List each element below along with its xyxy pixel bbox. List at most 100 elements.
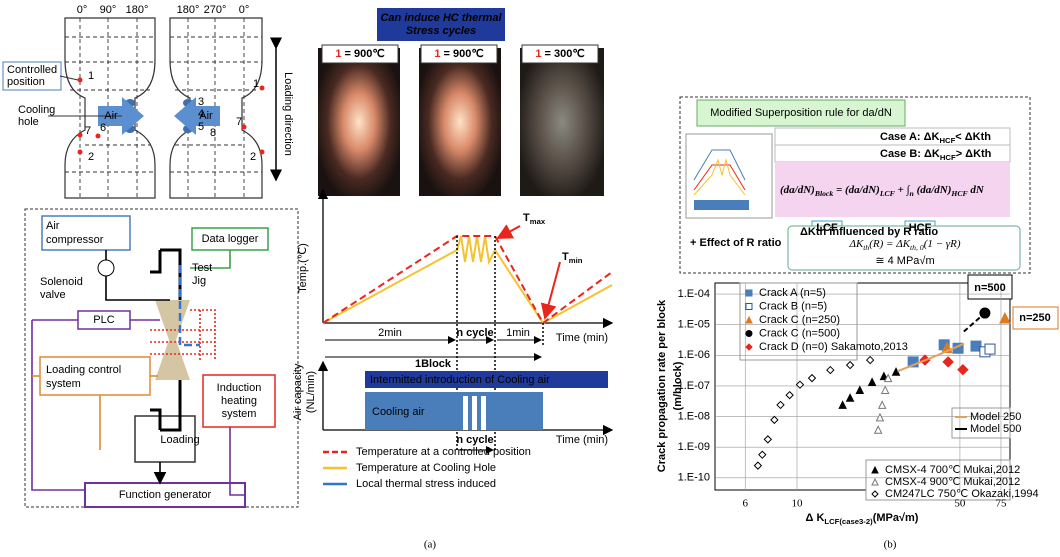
figure: 0°90°180°180°270°0°ControlledpositionCoo… bbox=[0, 0, 1060, 557]
formula-part: (1 − γR) bbox=[924, 238, 961, 250]
photo bbox=[520, 48, 604, 196]
formula-part: ΔK bbox=[848, 238, 863, 250]
legend-label: Crack D (n=0) Sakamoto,2013 bbox=[759, 341, 908, 353]
photo-label: 1 = 300℃ bbox=[535, 48, 584, 60]
rule-title: Modified Superposition rule for da/dN bbox=[710, 107, 892, 119]
measurement-point bbox=[78, 133, 83, 138]
valve bbox=[98, 260, 114, 276]
formula-label: + Effect of R ratio bbox=[690, 237, 782, 249]
case-label-part: Case A: ΔK bbox=[880, 131, 940, 143]
banner-text: Intermitted introduction of Cooling air bbox=[370, 374, 550, 386]
legend-label: Local thermal stress induced bbox=[356, 478, 496, 490]
formula: ≅ 4 MPa√m bbox=[875, 255, 934, 267]
photo-label: 1 = 900℃ bbox=[434, 48, 483, 60]
label: Cooling bbox=[18, 104, 55, 116]
box-label: Data logger bbox=[202, 233, 259, 245]
legend-label: Temperature at Cooling Hole bbox=[356, 462, 496, 474]
data-point bbox=[985, 344, 995, 354]
legend-swatch bbox=[323, 452, 347, 484]
x-tick-label: 10 bbox=[791, 498, 803, 510]
x-axis-label-part: Δ K bbox=[806, 512, 825, 524]
connector bbox=[32, 320, 85, 490]
photo-label: 1 = 900℃ bbox=[335, 48, 384, 60]
annotation: n=250 bbox=[1019, 312, 1051, 324]
case-label-subscript: HCF bbox=[939, 136, 955, 145]
box-label: system bbox=[46, 378, 81, 390]
banner-text: Stress cycles bbox=[406, 25, 476, 37]
y-tick-label: 1.E-04 bbox=[678, 288, 710, 300]
point-label: 2 bbox=[88, 151, 94, 163]
measurement-point bbox=[78, 78, 83, 83]
y-tick-label: 1.E-06 bbox=[678, 349, 710, 361]
legend-label: CM247LC 750℃ Okazaki,1994 bbox=[885, 488, 1039, 500]
label: hole bbox=[18, 116, 39, 128]
axis-label: (NL/min) bbox=[305, 371, 317, 413]
legend-label: Model 500 bbox=[970, 423, 1021, 435]
measurement-point bbox=[260, 150, 265, 155]
case-label-part: Case B: ΔK bbox=[880, 148, 940, 160]
label: Loading direction bbox=[282, 72, 294, 156]
legend-label: Crack A (n=5) bbox=[759, 287, 826, 299]
angle-label: 90° bbox=[100, 4, 117, 16]
x-axis-label: Δ KLCF(case3-2)(MPa√m) bbox=[806, 512, 919, 526]
label: valve bbox=[40, 289, 66, 301]
formula-part: (da/dN) bbox=[914, 184, 952, 196]
case-label-part: > ΔKth bbox=[956, 148, 992, 160]
point-label: 5 bbox=[198, 121, 204, 133]
photo bbox=[318, 48, 604, 196]
callout-arrow bbox=[545, 262, 560, 318]
label: Test bbox=[192, 262, 212, 274]
annotation: n=500 bbox=[974, 282, 1006, 294]
box-label: compressor bbox=[46, 234, 104, 246]
legend-label: Crack B (n=5) bbox=[759, 300, 827, 312]
area-label: Cooling air bbox=[372, 406, 425, 418]
angle-label: 0° bbox=[239, 4, 250, 16]
y-tick-label: 1.E-05 bbox=[678, 319, 710, 331]
legend-label: CMSX-4 900℃ Mukai,2012 bbox=[885, 476, 1020, 488]
box-label: Function generator bbox=[119, 489, 212, 501]
axis-label: Air capacity bbox=[292, 363, 304, 420]
y-tick-label: 1.E-10 bbox=[678, 472, 710, 484]
specimen bbox=[155, 300, 190, 380]
cooling-gap bbox=[463, 396, 486, 430]
box-label: PLC bbox=[93, 314, 114, 326]
formula-subscript: Block bbox=[814, 189, 834, 198]
callout: Tmin bbox=[562, 251, 583, 265]
inset-graph bbox=[686, 134, 772, 218]
y-tick-label: 1.E-09 bbox=[678, 441, 710, 453]
box-label: Loading bbox=[160, 434, 199, 446]
measurement-point bbox=[96, 134, 101, 139]
leader-line bbox=[60, 76, 78, 80]
schematic-curve bbox=[323, 236, 612, 323]
air-label: Air bbox=[104, 110, 118, 122]
formula-part: (R) = ΔK bbox=[869, 238, 910, 250]
x-tick-label: 6 bbox=[743, 498, 749, 510]
duration-label: 1Block bbox=[415, 358, 452, 370]
legend-label: Crack C (n=250) bbox=[759, 314, 840, 326]
point-label: 6 bbox=[100, 122, 106, 134]
box-label: Air bbox=[46, 220, 60, 232]
photo-temperature: = 300℃ bbox=[541, 48, 584, 60]
formula-part: (da/dN) bbox=[780, 184, 815, 196]
formula-subscript: th, 0 bbox=[910, 243, 924, 252]
connector bbox=[190, 310, 215, 360]
angle-label: 0° bbox=[77, 4, 88, 16]
duration-label: n cycle bbox=[456, 434, 493, 446]
legend-swatch bbox=[746, 304, 752, 310]
duration-label: n cycle bbox=[456, 327, 493, 339]
callout-subscript: max bbox=[530, 217, 546, 226]
point-label: 3 bbox=[198, 96, 204, 108]
formula-part: = (da/dN) bbox=[833, 184, 880, 196]
axis-label: Time (min) bbox=[556, 332, 608, 344]
duration-label: 1min bbox=[506, 327, 530, 339]
case-label-subscript: HCF bbox=[940, 153, 956, 162]
photo bbox=[318, 48, 400, 196]
inset-graph bbox=[694, 200, 749, 210]
point-label: 4 bbox=[198, 108, 204, 120]
point-label: 7 bbox=[85, 125, 91, 137]
legend-swatch bbox=[746, 331, 752, 337]
y-axis-label: (m/block) bbox=[672, 361, 684, 410]
callout-subscript: min bbox=[569, 256, 583, 265]
specimen-diagram bbox=[65, 18, 262, 198]
callout: Tmax bbox=[523, 212, 546, 226]
